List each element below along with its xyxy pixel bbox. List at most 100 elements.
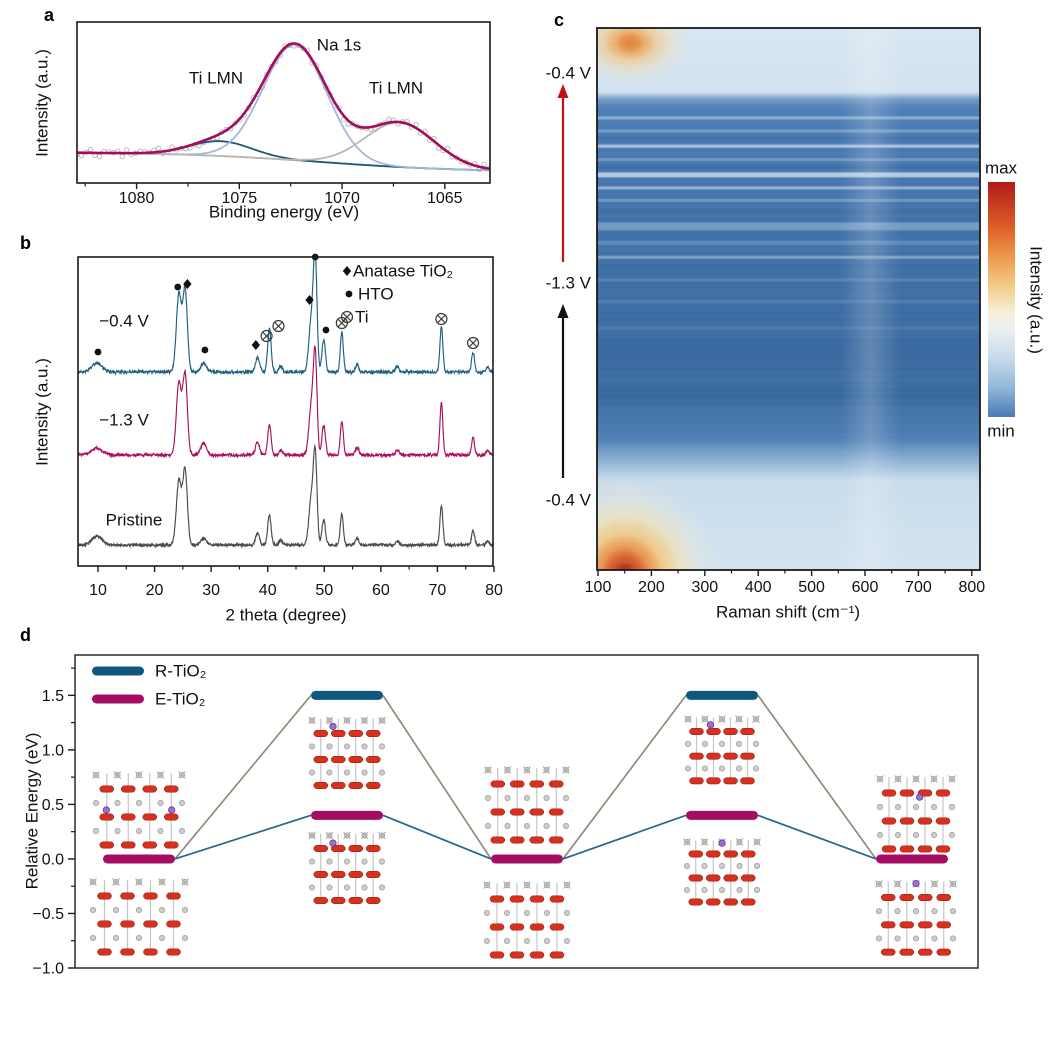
connector-line [757,694,877,860]
crystal-structure [876,775,956,853]
panel-d-letter: d [20,625,31,645]
svg-text:1080: 1080 [119,190,155,207]
connector-line [562,694,687,860]
colorbar-title: Intensity (a.u.) [1026,246,1046,354]
xrd-frame [77,256,494,567]
energy-level-bar [876,854,948,864]
voltage-label-bottom: -0.4 V [545,490,591,510]
svg-text:−1.0: −1.0 [32,961,64,978]
voltage-label-middle: -1.3 V [545,273,591,293]
legend-label-hto: HTO [358,284,394,304]
panel-a-x-axis-title: Binding energy (eV) [208,202,360,222]
svg-text:30: 30 [202,582,220,599]
anatase-diamond-marker [183,279,192,289]
energy-frame [74,654,979,969]
svg-text:1075: 1075 [222,190,258,207]
svg-text:80: 80 [485,582,503,599]
ti-otimes-marker [435,312,448,326]
svg-text:0.0: 0.0 [42,851,64,868]
legend-label-anatase: Anatase TiO₂ [353,261,454,281]
panel-d-y-axis-title: Relative Energy (eV) [22,732,42,890]
xrd-plot: 10 20 30 40 50 60 70 80 [77,253,503,599]
xps-data-point [119,153,125,160]
xps-data-point [124,147,130,153]
xps-frame [76,21,491,184]
connector-line [174,694,312,860]
crystal-structure [92,771,186,849]
svg-text:200: 200 [638,579,665,596]
raman-frame [596,27,981,571]
crystal-structure [308,716,386,789]
crystal-structure [308,831,386,904]
legend-swatch-r-tio2 [92,666,144,676]
energy-level-bar [491,854,563,864]
legend-swatch-e-tio2 [92,694,144,704]
na-atom [168,806,176,814]
connector-line [382,814,492,860]
hto-dot-marker [94,348,102,356]
svg-text:10: 10 [89,582,107,599]
potential-sweep-arrow [557,304,569,478]
hto-dot-marker [345,290,353,298]
voltage-label-top: -0.4 V [545,63,591,83]
legend-label-r-tio2: R-TiO₂ [155,661,207,681]
xps-data-point [481,161,487,168]
svg-text:500: 500 [798,579,825,596]
svg-text:1070: 1070 [324,190,360,207]
potential-sweep-arrow [557,84,569,262]
crystal-structure [89,878,189,956]
annotation-ti-lmn-right: Ti LMN [368,78,424,98]
xps-data-point [78,153,85,159]
xps-plot: 1080 1075 1070 1065 [76,21,491,207]
energy-level-bar [686,690,758,700]
xrd-trace [78,257,493,376]
svg-text:800: 800 [958,579,985,596]
crystal-structure [483,881,571,959]
xps-data-point [155,145,162,152]
svg-text:100: 100 [585,579,612,596]
svg-text:1065: 1065 [427,190,463,207]
na-atom [915,793,924,801]
xps-data-point [87,146,94,153]
svg-text:20: 20 [146,582,164,599]
ti-otimes-marker [340,310,354,324]
svg-text:300: 300 [691,579,718,596]
panel-b-x-axis-title: 2 theta (degree) [225,605,347,625]
na-atom [102,806,110,814]
annotation-ti-lmn-left: Ti LMN [188,68,244,88]
svg-text:70: 70 [429,582,447,599]
colorbar-min-label: min [987,421,1015,441]
xrd-trace [78,344,493,459]
xps-data-point [386,116,392,122]
ti-otimes-marker [260,329,273,343]
connector-line [757,814,877,860]
panel-b-letter: b [20,233,31,253]
ti-otimes-marker [272,319,285,333]
panel-c-letter: c [554,10,565,30]
svg-text:1.0: 1.0 [42,742,64,759]
hto-dot-marker [174,283,182,291]
connector-line [562,814,687,860]
svg-text:400: 400 [745,579,772,596]
anatase-diamond-marker [342,266,352,276]
energy-level-bar [311,690,383,700]
trace-label-minus-0-4V: −0.4 V [99,311,149,331]
crystal-structure [484,766,570,844]
trace-label-pristine: Pristine [105,510,163,530]
na-atom [718,839,726,847]
na-atom [912,879,920,888]
na-atom [329,839,337,847]
panel-a-y-axis-title: Intensity (a.u.) [32,49,52,157]
svg-text:600: 600 [852,579,879,596]
anatase-diamond-marker [251,340,261,350]
raman-heatmap [597,28,980,570]
connector-line [174,814,312,860]
crystal-structure [875,879,957,956]
ti-otimes-marker [466,336,480,350]
svg-text:−0.5: −0.5 [32,906,64,923]
svg-text:40: 40 [259,582,277,599]
panel-c-x-axis-title: Raman shift (cm⁻¹) [715,602,861,622]
svg-text:0.5: 0.5 [42,797,64,814]
